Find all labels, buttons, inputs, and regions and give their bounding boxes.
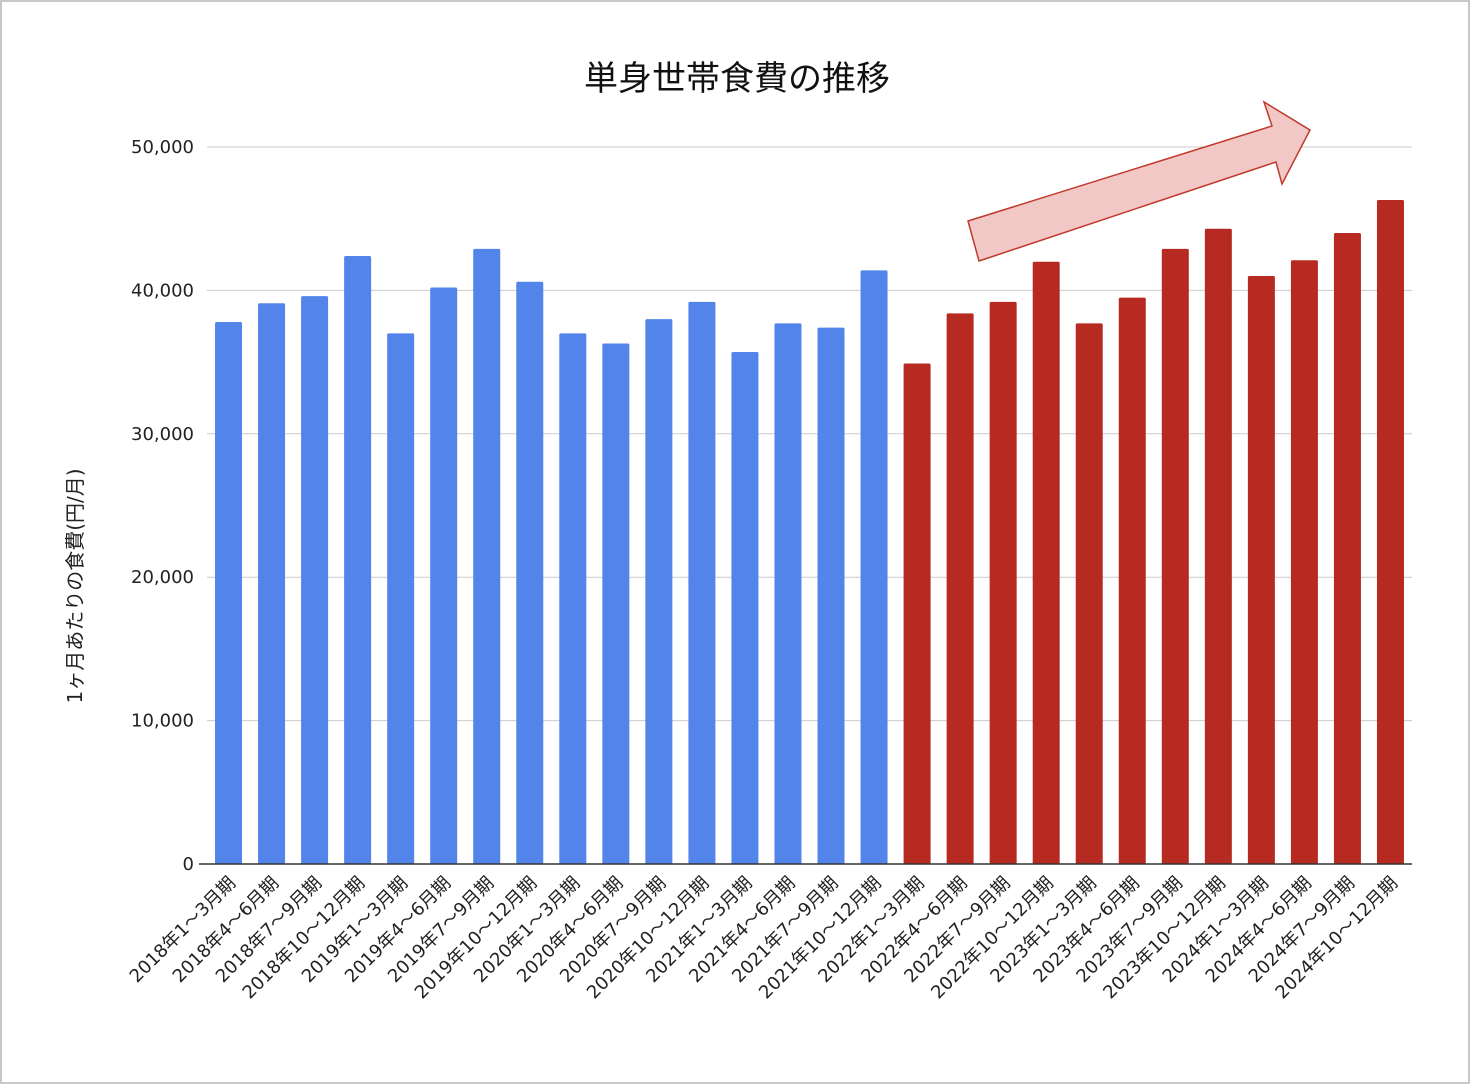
- bar: [989, 301, 1017, 864]
- bar: [1290, 260, 1318, 864]
- bar: [903, 363, 931, 864]
- bar: [860, 270, 888, 865]
- bar: [301, 296, 329, 864]
- bar: [1118, 297, 1146, 864]
- bar: [774, 323, 802, 865]
- bar: [215, 321, 243, 864]
- bar: [817, 327, 845, 865]
- bar: [430, 287, 458, 865]
- bar: [731, 352, 759, 864]
- bar: [387, 333, 415, 864]
- chart-title: 単身世帯食費の推移: [584, 59, 890, 99]
- y-tick-label: 20,000: [131, 567, 194, 588]
- x-tick-labels: 2018年1～3月期2018年4～6月期2018年7～9月期2018年10～12…: [126, 873, 1402, 1004]
- bar: [1075, 323, 1103, 865]
- y-axis-label: 1ヶ月あたりの食費(円/月): [63, 468, 87, 703]
- bar: [473, 248, 501, 865]
- bar: [559, 333, 587, 864]
- y-tick-label: 50,000: [131, 137, 194, 158]
- trend-arrow: [967, 100, 1311, 262]
- trend-arrow-layer: [967, 100, 1311, 262]
- bar: [344, 255, 372, 864]
- bar: [1333, 233, 1361, 865]
- bar: [688, 301, 716, 864]
- y-tick-labels: 0 10,000 20,000 30,000 40,000 50,000: [131, 137, 194, 875]
- bar: [602, 343, 630, 864]
- bar: [1204, 228, 1232, 864]
- bars: [215, 200, 1404, 865]
- bar: [1247, 276, 1275, 864]
- bar: [258, 303, 286, 864]
- bar: [516, 281, 544, 864]
- bar: [1161, 248, 1189, 865]
- bar: [1376, 200, 1404, 865]
- bar: [946, 313, 974, 864]
- y-tick-label: 40,000: [131, 280, 194, 301]
- bar: [645, 319, 673, 865]
- y-tick-label: 10,000: [131, 711, 194, 732]
- y-tick-label: 30,000: [131, 424, 194, 445]
- y-tick-label: 0: [183, 854, 194, 875]
- bar: [1032, 261, 1060, 865]
